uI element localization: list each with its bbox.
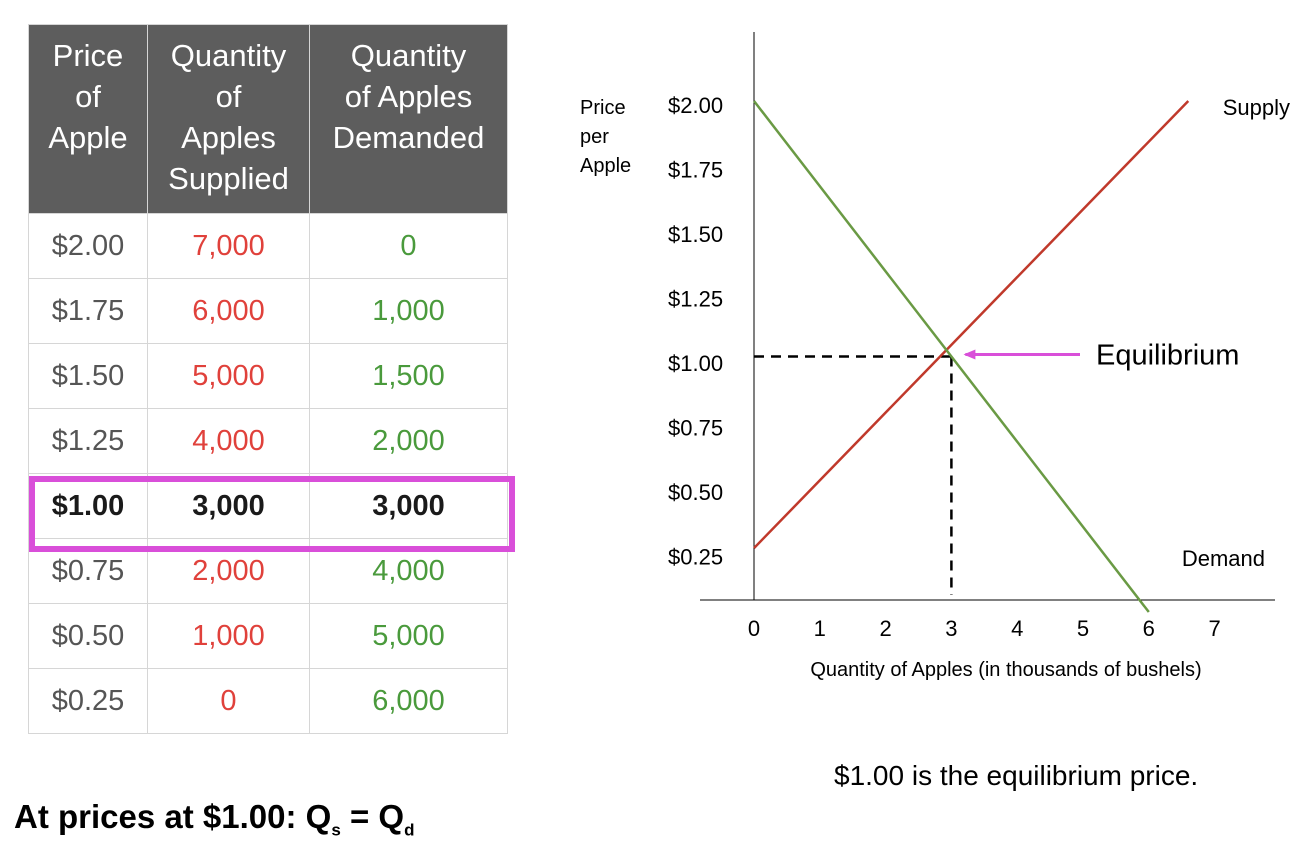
header-supplied-line: Quantity — [170, 38, 287, 73]
x-tick-label: 2 — [879, 616, 891, 641]
x-tick-label: 6 — [1143, 616, 1155, 641]
supplied-cell: 3,000 — [147, 473, 310, 539]
y-tick-label: $0.50 — [668, 480, 723, 505]
header-demanded-line: of Apples — [344, 79, 473, 114]
table-row: $2.00 7,000 0 — [28, 213, 508, 279]
y-axis-label-line: per — [580, 126, 609, 148]
x-tick-label: 4 — [1011, 616, 1023, 641]
equilibrium-label: Equilibrium — [1096, 340, 1239, 372]
supply-demand-table: Price of Apple Quantity of Apples Suppli… — [28, 24, 508, 734]
demand-curve — [753, 100, 1150, 613]
table-row: $1.25 4,000 2,000 — [28, 408, 508, 474]
y-tick-label: $1.50 — [668, 222, 723, 247]
x-tick-labels: 0 1 2 3 4 5 6 7 — [748, 616, 1221, 641]
demand-label: Demand — [1182, 546, 1265, 571]
demanded-cell: 0 — [309, 213, 508, 279]
y-tick-label: $0.75 — [668, 416, 723, 441]
table-row: $1.75 6,000 1,000 — [28, 278, 508, 344]
table-row: $0.50 1,000 5,000 — [28, 603, 508, 669]
supply-curve — [753, 100, 1190, 549]
statement-subscript-d: d — [404, 820, 415, 840]
header-supplied-line: Supplied — [168, 161, 289, 196]
header-price-line: Price — [52, 38, 124, 73]
price-cell: $0.25 — [28, 668, 148, 734]
table-row: $1.50 5,000 1,500 — [28, 343, 508, 409]
demanded-cell: 6,000 — [309, 668, 508, 734]
price-cell: $1.25 — [28, 408, 148, 474]
header-supplied-line: of — [215, 79, 242, 114]
statement-prefix: At prices at $1.00: Q — [14, 798, 332, 835]
price-cell: $0.75 — [28, 538, 148, 604]
y-axis-label: Price per Apple — [580, 97, 631, 177]
statement-middle: = Q — [340, 798, 405, 835]
equilibrium-statement: At prices at $1.00: Qs = Qd — [14, 798, 414, 841]
demanded-cell: 4,000 — [309, 538, 508, 604]
x-tick-label: 0 — [748, 616, 760, 641]
equilibrium-caption: $1.00 is the equilibrium price. — [834, 760, 1199, 791]
supplied-cell: 2,000 — [147, 538, 310, 604]
demanded-cell: 1,000 — [309, 278, 508, 344]
price-cell: $1.00 — [28, 473, 148, 539]
supplied-cell: 1,000 — [147, 603, 310, 669]
price-cell: $1.75 — [28, 278, 148, 344]
header-demanded-line: Quantity — [350, 38, 467, 73]
equilibrium-guides — [754, 355, 953, 595]
header-demanded-line: Demanded — [332, 120, 485, 155]
supplied-cell: 6,000 — [147, 278, 310, 344]
header-price: Price of Apple — [28, 24, 148, 214]
series-lines: Supply Demand — [753, 95, 1290, 613]
demanded-cell: 3,000 — [309, 473, 508, 539]
y-tick-label: $1.75 — [668, 158, 723, 183]
demanded-cell: 2,000 — [309, 408, 508, 474]
table-row: $0.75 2,000 4,000 — [28, 538, 508, 604]
table-row: $0.25 0 6,000 — [28, 668, 508, 734]
demanded-cell: 5,000 — [309, 603, 508, 669]
price-cell: $1.50 — [28, 343, 148, 409]
header-quantity-demanded: Quantity of Apples Demanded — [309, 24, 508, 214]
x-tick-label: 7 — [1208, 616, 1220, 641]
table-header-row: Price of Apple Quantity of Apples Suppli… — [28, 24, 508, 214]
y-tick-label: $2.00 — [668, 93, 723, 118]
y-tick-label: $1.25 — [668, 287, 723, 312]
supplied-cell: 4,000 — [147, 408, 310, 474]
x-axis-label: Quantity of Apples (in thousands of bush… — [810, 659, 1201, 681]
price-quantity-table: Price of Apple Quantity of Apples Suppli… — [28, 24, 508, 734]
x-tick-label: 1 — [814, 616, 826, 641]
x-tick-label: 5 — [1077, 616, 1089, 641]
y-tick-label: $1.00 — [668, 351, 723, 376]
header-supplied-line: Apples — [181, 120, 276, 155]
demanded-cell: 1,500 — [309, 343, 508, 409]
price-cell: $2.00 — [28, 213, 148, 279]
supply-label: Supply — [1223, 95, 1290, 120]
statement-subscript-s: s — [331, 820, 341, 840]
header-price-line: Apple — [48, 120, 128, 155]
table-row-equilibrium: $1.00 3,000 3,000 — [28, 473, 508, 539]
x-tick-label: 3 — [945, 616, 957, 641]
y-tick-label: $0.25 — [668, 545, 723, 570]
supplied-cell: 7,000 — [147, 213, 310, 279]
header-price-line: of — [75, 79, 101, 114]
y-axis-label-line: Apple — [580, 155, 631, 177]
price-cell: $0.50 — [28, 603, 148, 669]
supplied-cell: 0 — [147, 668, 310, 734]
y-tick-labels: $2.00 $1.75 $1.50 $1.25 $1.00 $0.75 $0.50 $0.25 — [668, 93, 723, 570]
header-quantity-supplied: Quantity of Apples Supplied — [147, 24, 310, 214]
y-axis-label-line: Price — [580, 97, 626, 119]
supplied-cell: 5,000 — [147, 343, 310, 409]
